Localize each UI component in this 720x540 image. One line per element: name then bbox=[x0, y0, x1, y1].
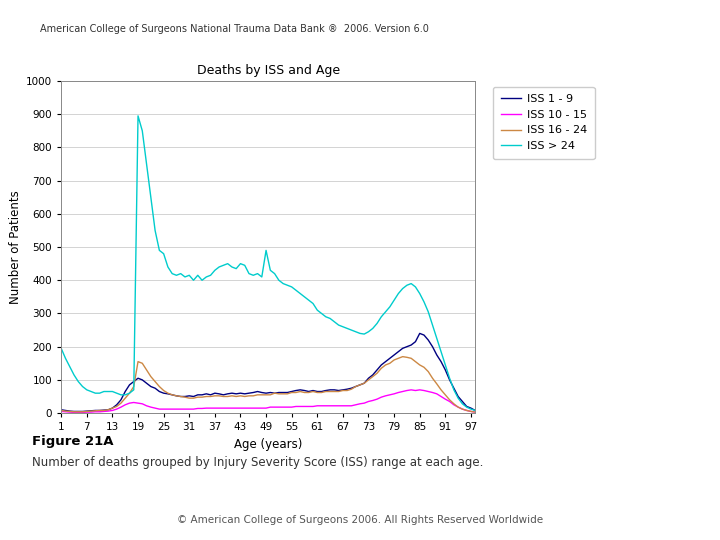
ISS 1 - 9 bbox=[377, 362, 386, 368]
ISS 1 - 9 bbox=[415, 330, 424, 336]
ISS 10 - 15 bbox=[258, 405, 266, 411]
Line: ISS 1 - 9: ISS 1 - 9 bbox=[61, 333, 475, 411]
ISS 1 - 9 bbox=[95, 407, 104, 414]
ISS 1 - 9 bbox=[292, 387, 300, 394]
ISS > 24 bbox=[322, 314, 330, 320]
ISS 10 - 15 bbox=[407, 387, 415, 393]
ISS > 24 bbox=[83, 387, 91, 393]
ISS 16 - 24 bbox=[398, 353, 407, 360]
Line: ISS 16 - 24: ISS 16 - 24 bbox=[61, 356, 475, 412]
ISS > 24 bbox=[91, 390, 99, 396]
ISS 10 - 15 bbox=[57, 408, 66, 415]
ISS 10 - 15 bbox=[86, 409, 95, 415]
ISS 10 - 15 bbox=[95, 409, 104, 415]
ISS 16 - 24 bbox=[91, 408, 99, 414]
ISS 1 - 9 bbox=[322, 387, 330, 394]
Line: ISS > 24: ISS > 24 bbox=[61, 116, 475, 410]
ISS 16 - 24 bbox=[57, 407, 66, 414]
X-axis label: Age (years): Age (years) bbox=[234, 438, 302, 451]
ISS 1 - 9 bbox=[70, 408, 78, 415]
Line: ISS 10 - 15: ISS 10 - 15 bbox=[61, 390, 475, 413]
ISS 10 - 15 bbox=[70, 409, 78, 416]
Title: Deaths by ISS and Age: Deaths by ISS and Age bbox=[197, 64, 340, 77]
Text: Figure 21A: Figure 21A bbox=[32, 435, 114, 448]
ISS 16 - 24 bbox=[373, 370, 382, 376]
Legend: ISS 1 - 9, ISS 10 - 15, ISS 16 - 24, ISS > 24: ISS 1 - 9, ISS 10 - 15, ISS 16 - 24, ISS… bbox=[493, 86, 595, 159]
ISS 1 - 9 bbox=[86, 408, 95, 414]
ISS 16 - 24 bbox=[83, 408, 91, 415]
ISS 10 - 15 bbox=[471, 409, 480, 415]
ISS 1 - 9 bbox=[471, 407, 480, 414]
ISS 16 - 24 bbox=[318, 389, 326, 396]
ISS > 24 bbox=[292, 287, 300, 293]
ISS 16 - 24 bbox=[253, 392, 262, 398]
Y-axis label: Number of Patients: Number of Patients bbox=[9, 190, 22, 304]
ISS 1 - 9 bbox=[57, 407, 66, 413]
ISS 1 - 9 bbox=[258, 389, 266, 396]
ISS 10 - 15 bbox=[292, 403, 300, 410]
ISS > 24 bbox=[134, 113, 143, 119]
ISS 16 - 24 bbox=[471, 409, 480, 415]
ISS > 24 bbox=[258, 274, 266, 280]
ISS 16 - 24 bbox=[287, 389, 296, 396]
Text: © American College of Surgeons 2006. All Rights Reserved Worldwide: © American College of Surgeons 2006. All… bbox=[177, 515, 543, 525]
ISS 10 - 15 bbox=[377, 394, 386, 400]
Text: Number of deaths grouped by Injury Severity Score (ISS) range at each age.: Number of deaths grouped by Injury Sever… bbox=[32, 456, 484, 469]
Text: American College of Surgeons National Trauma Data Bank ®  2006. Version 6.0: American College of Surgeons National Tr… bbox=[40, 24, 428, 35]
ISS 10 - 15 bbox=[322, 402, 330, 409]
ISS > 24 bbox=[57, 345, 66, 352]
ISS > 24 bbox=[471, 407, 480, 414]
ISS > 24 bbox=[377, 314, 386, 320]
